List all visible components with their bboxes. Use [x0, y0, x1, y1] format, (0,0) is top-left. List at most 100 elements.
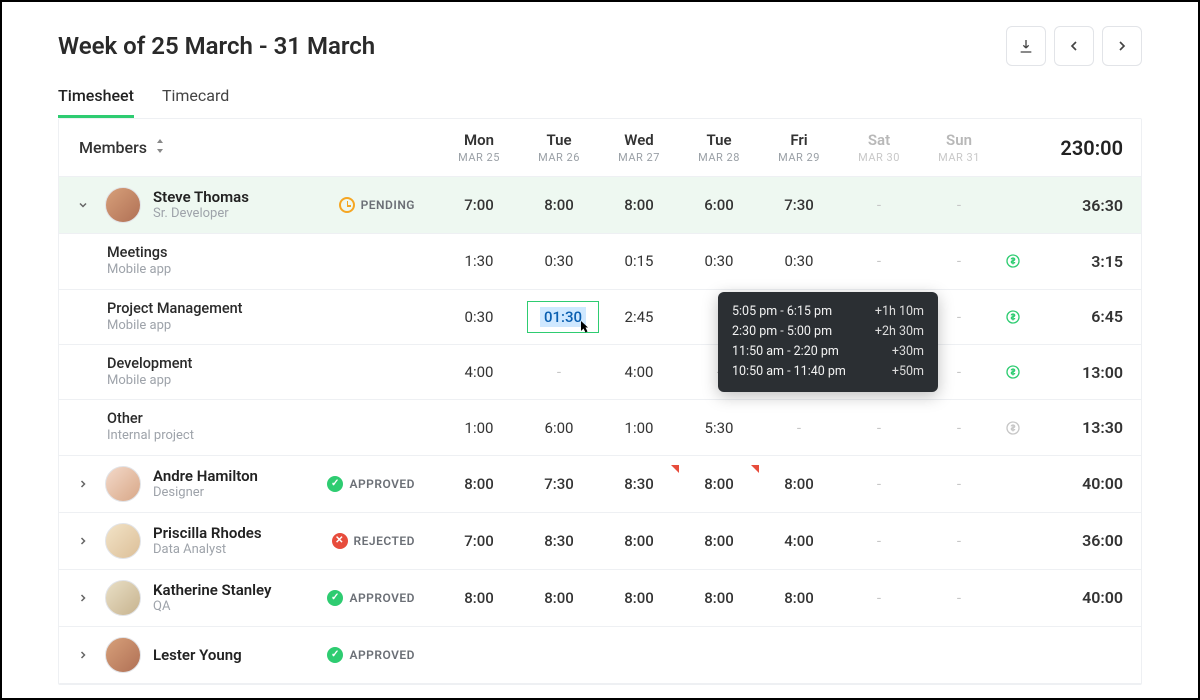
- task-row: DevelopmentMobile app4:00-4:00-5:00--13:…: [59, 345, 1141, 400]
- hours-cell[interactable]: 5:30: [679, 409, 759, 447]
- hours-cell[interactable]: 8:00: [599, 579, 679, 617]
- hours-cell[interactable]: -: [919, 242, 999, 280]
- hours-cell[interactable]: 8:30: [519, 522, 599, 560]
- members-column-header[interactable]: Members: [59, 138, 439, 157]
- row-total: 36:00: [1029, 521, 1139, 560]
- hours-cell[interactable]: -: [839, 242, 919, 280]
- hours-cell[interactable]: 01:30: [519, 291, 599, 343]
- hours-cell[interactable]: [519, 645, 599, 665]
- hours-cell[interactable]: 0:30: [759, 242, 839, 280]
- check-icon: ✓: [327, 590, 343, 606]
- hours-cell[interactable]: 4:00: [599, 353, 679, 391]
- hours-cell[interactable]: [839, 645, 919, 665]
- hours-cell[interactable]: 4:00: [439, 353, 519, 391]
- member-name: Steve Thomas: [153, 188, 327, 206]
- avatar: [105, 466, 141, 502]
- hours-cell[interactable]: 8:00: [679, 522, 759, 560]
- hours-cell[interactable]: 8:00: [759, 579, 839, 617]
- avatar: [105, 523, 141, 559]
- selected-cell[interactable]: 01:30: [527, 301, 599, 333]
- chevron-right-icon[interactable]: [73, 649, 93, 661]
- flag-icon: [671, 465, 679, 473]
- tab-timesheet[interactable]: Timesheet: [58, 78, 134, 118]
- hours-cell[interactable]: 0:15: [599, 242, 679, 280]
- check-icon: ✓: [327, 647, 343, 663]
- member-row: Priscilla Rhodes Data Analyst ✕REJECTED7…: [59, 513, 1141, 570]
- tab-timecard[interactable]: Timecard: [162, 78, 229, 118]
- hours-cell[interactable]: -: [839, 409, 919, 447]
- task-project: Mobile app: [107, 373, 425, 389]
- check-icon: ✓: [327, 476, 343, 492]
- hours-cell[interactable]: -: [759, 409, 839, 447]
- chevron-right-icon[interactable]: [73, 592, 93, 604]
- status-badge: ✓APPROVED: [327, 590, 415, 606]
- hours-cell[interactable]: -: [839, 465, 919, 503]
- status-badge: ✕REJECTED: [332, 533, 415, 549]
- day-header: FriMAR 29: [759, 119, 839, 176]
- hours-cell[interactable]: 2:45: [599, 298, 679, 336]
- download-button[interactable]: [1006, 26, 1046, 66]
- hours-cell[interactable]: 8:00: [759, 465, 839, 503]
- member-name: Lester Young: [153, 646, 315, 664]
- hours-cell[interactable]: -: [839, 579, 919, 617]
- chevron-right-icon[interactable]: [73, 535, 93, 547]
- member-role: Sr. Developer: [153, 206, 327, 222]
- hours-cell[interactable]: [679, 645, 759, 665]
- prev-week-button[interactable]: [1054, 26, 1094, 66]
- hours-cell[interactable]: [919, 645, 999, 665]
- avatar: [105, 580, 141, 616]
- member-role: QA: [153, 599, 315, 615]
- hours-cell[interactable]: -: [919, 409, 999, 447]
- hours-cell[interactable]: -: [919, 579, 999, 617]
- hours-cell[interactable]: 1:30: [439, 242, 519, 280]
- hours-cell[interactable]: [759, 645, 839, 665]
- hours-cell[interactable]: -: [919, 522, 999, 560]
- sort-icon: [155, 138, 165, 157]
- hours-cell[interactable]: 6:00: [519, 409, 599, 447]
- hours-cell[interactable]: -: [919, 465, 999, 503]
- hours-cell[interactable]: 7:30: [519, 465, 599, 503]
- dollar-icon: [999, 309, 1027, 325]
- hours-cell[interactable]: 8:00: [439, 579, 519, 617]
- member-cell: Katherine Stanley QA ✓APPROVED: [59, 570, 439, 626]
- day-header: TueMAR 28: [679, 119, 759, 176]
- chevron-right-icon[interactable]: [73, 478, 93, 490]
- hours-cell[interactable]: -: [839, 186, 919, 224]
- hours-cell[interactable]: 8:00: [519, 579, 599, 617]
- hours-cell[interactable]: 4:00: [759, 522, 839, 560]
- task-name: Development: [107, 355, 425, 373]
- hours-cell[interactable]: 7:00: [439, 522, 519, 560]
- hours-cell[interactable]: -: [839, 522, 919, 560]
- hours-cell[interactable]: [599, 645, 679, 665]
- hours-cell[interactable]: [439, 645, 519, 665]
- task-name: Other: [107, 410, 425, 428]
- hours-cell[interactable]: 8:00: [679, 465, 759, 503]
- day-header: WedMAR 27: [599, 119, 679, 176]
- task-cell: MeetingsMobile app: [59, 234, 439, 288]
- hours-cell[interactable]: 8:00: [599, 522, 679, 560]
- hours-cell[interactable]: 0:30: [439, 298, 519, 336]
- hours-cell[interactable]: 7:00: [439, 186, 519, 224]
- hours-cell[interactable]: 6:00: [679, 186, 759, 224]
- task-total: 3:15: [1029, 242, 1139, 281]
- hours-cell[interactable]: 8:00: [599, 186, 679, 224]
- task-cell: DevelopmentMobile app: [59, 345, 439, 399]
- hours-cell[interactable]: 8:00: [519, 186, 599, 224]
- hours-cell[interactable]: 7:30: [759, 186, 839, 224]
- hours-cell[interactable]: -: [519, 353, 599, 391]
- hours-cell[interactable]: 1:00: [599, 409, 679, 447]
- member-name: Katherine Stanley: [153, 581, 315, 599]
- hours-cell[interactable]: 8:30: [599, 465, 679, 503]
- hours-cell[interactable]: 1:00: [439, 409, 519, 447]
- hours-cell[interactable]: 0:30: [679, 242, 759, 280]
- chevron-down-icon[interactable]: [73, 199, 93, 211]
- hours-cell[interactable]: 8:00: [439, 465, 519, 503]
- flag-icon: [751, 465, 759, 473]
- hours-cell[interactable]: -: [919, 186, 999, 224]
- next-week-button[interactable]: [1102, 26, 1142, 66]
- hours-cell[interactable]: 0:30: [519, 242, 599, 280]
- status-badge: ✓APPROVED: [327, 476, 415, 492]
- member-cell: Andre Hamilton Designer ✓APPROVED: [59, 456, 439, 512]
- hours-cell[interactable]: 8:00: [679, 579, 759, 617]
- task-row: MeetingsMobile app1:300:300:150:300:30--…: [59, 234, 1141, 289]
